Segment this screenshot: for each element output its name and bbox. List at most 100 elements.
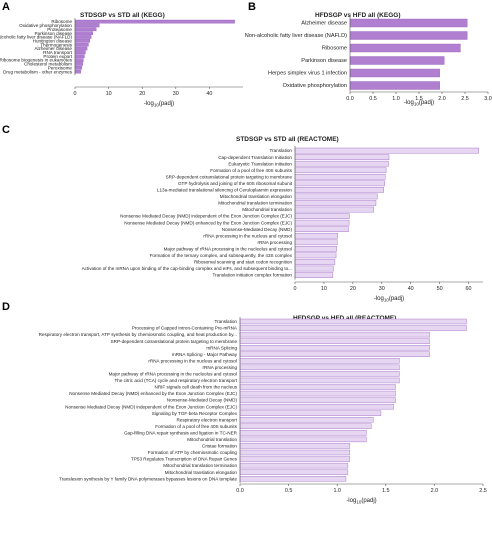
x-axis-label: -log10(padj) — [404, 100, 434, 107]
x-tick-label: 2.0 — [438, 96, 446, 102]
x-axis-label: -log10(padj) — [346, 498, 376, 505]
category-label: RNA transport — [43, 50, 73, 55]
bar — [74, 23, 100, 28]
bar — [294, 180, 385, 187]
bar — [74, 54, 85, 59]
chart-title: HFDSGP vs HFD all (REACTOME) — [293, 315, 396, 322]
x-axis-label-subscript: 10 — [154, 103, 160, 108]
bar — [239, 397, 396, 403]
category-label: rRNA processing — [258, 240, 293, 245]
x-axis-label-part: -log — [144, 101, 154, 107]
x-tick-label: 0.5 — [285, 488, 293, 494]
bar — [239, 384, 396, 390]
bar — [294, 206, 374, 213]
category-label: Major pathway of rRNA processing in the … — [109, 372, 237, 377]
category-label: Herpes simplex virus 1 infection — [268, 71, 347, 77]
x-tick-label: 30 — [173, 91, 179, 97]
x-tick-label: 50 — [437, 286, 443, 292]
bar — [74, 69, 81, 74]
category-label: mRNA Splicing - Major Pathway — [172, 352, 238, 357]
category-label: Nonsense-Mediated Decay (NMD) — [167, 398, 238, 403]
x-axis-label-subscript: 10 — [384, 298, 390, 303]
category-label: Nonsense Mediated Decay (NMD) independen… — [120, 214, 292, 219]
x-tick-label: 2.5 — [479, 488, 487, 494]
category-label: GTP hydrolysis and joining of the 60S ri… — [178, 181, 293, 186]
x-tick-label: 10 — [321, 286, 327, 292]
bar — [349, 31, 468, 40]
category-label: Protein export — [43, 54, 72, 59]
bar — [239, 358, 400, 364]
bar — [239, 469, 349, 475]
bar — [239, 338, 430, 344]
category-label: Formation of a pool of free 40S subunits — [210, 168, 292, 173]
x-tick-label: 0.0 — [236, 488, 244, 494]
category-label: Major pathway of rRNA processing in the … — [164, 246, 292, 251]
category-label: rRNA processing in the nucleus and cytos… — [203, 233, 292, 238]
bar — [239, 456, 351, 462]
category-label: Mitochondrial translation termination — [218, 201, 292, 206]
category-label: Non-alcoholic fatty liver disease (NAFLD… — [0, 35, 72, 40]
x-tick-label: 1.0 — [392, 96, 400, 102]
category-label: Non-alcoholic fatty liver disease (NAFLD… — [245, 33, 347, 39]
category-label: Thermogenesis — [40, 42, 72, 47]
bar — [74, 42, 89, 47]
category-label: Mitochondrial translation elongation — [220, 194, 293, 199]
category-label: Processing of Capped Intron-Containing P… — [132, 326, 238, 331]
category-label: TP53 Regulates Transcription of DNA Repa… — [131, 457, 238, 462]
category-label: Drug metabolism - other enzymes — [3, 69, 73, 74]
bar — [239, 410, 382, 416]
category-label: Gap-filling DNA repair synthesis and lig… — [124, 430, 238, 435]
x-tick-label: 3.0 — [484, 96, 492, 102]
category-label: Cholesterol metabolism — [24, 62, 72, 67]
x-tick-label: 0 — [74, 91, 77, 97]
category-label: SRP-dependent cotranslational protein ta… — [166, 174, 293, 179]
chart-title: STDSGP vs STD all (REACTOME) — [236, 136, 339, 143]
category-label: Proteasome — [47, 27, 72, 32]
x-tick-label: 40 — [408, 286, 414, 292]
bar — [239, 390, 396, 397]
category-label: Mitochondrial translation elongation — [165, 470, 238, 475]
category-label: Huntington disease — [33, 38, 73, 43]
bar — [349, 68, 440, 78]
x-tick-label: 2.5 — [461, 96, 469, 102]
category-label: NRIF signals cell death from the nucleus — [155, 385, 238, 390]
bar — [239, 345, 430, 351]
x-tick-label: 20 — [350, 286, 356, 292]
bar — [294, 200, 377, 206]
category-label: Cristae formation — [202, 444, 237, 449]
category-label: Eukaryotic Translation Initiation — [228, 161, 292, 166]
category-label: Parkinson disease — [34, 31, 72, 36]
bar — [239, 403, 394, 410]
x-tick-label: 0 — [294, 286, 297, 292]
x-tick-label: 0.0 — [346, 96, 354, 102]
bar — [294, 187, 384, 193]
panel-letter: B — [248, 1, 256, 13]
x-tick-label: 2.0 — [431, 488, 439, 494]
category-label: Alzheimer disease — [301, 21, 347, 27]
x-axis-label-part: (padj) — [389, 296, 404, 302]
x-axis-label-part: (padj) — [159, 101, 174, 107]
category-label: Peroxisome — [48, 65, 73, 70]
bar — [239, 417, 374, 423]
category-label: Oxidative phosphorylation — [283, 83, 347, 89]
bar — [349, 43, 461, 53]
bar — [239, 430, 367, 436]
category-label: Translation — [214, 319, 237, 324]
bar — [239, 443, 351, 449]
category-label: Mitochondrial translation — [187, 437, 237, 442]
x-axis-label: -log10(padj) — [374, 296, 404, 303]
x-tick-label: 40 — [206, 91, 212, 97]
category-label: Ribosome — [322, 46, 347, 52]
bar — [294, 226, 349, 233]
bar — [74, 65, 82, 70]
panel-c: C STDSGP vs STD all (REACTOME) Translation… — [2, 124, 483, 303]
category-label: Ribosome biogenesis in eukaryotes — [0, 58, 73, 63]
category-label: rRNA processing — [203, 365, 238, 370]
bar — [239, 318, 467, 325]
category-label: Formation of ATP by chemiosmotic couplin… — [148, 450, 238, 455]
category-label: Cap-dependent Translation Initiation — [218, 155, 292, 160]
bar — [74, 62, 83, 66]
panel-letter: C — [2, 124, 10, 136]
x-tick-label: 30 — [379, 286, 385, 292]
